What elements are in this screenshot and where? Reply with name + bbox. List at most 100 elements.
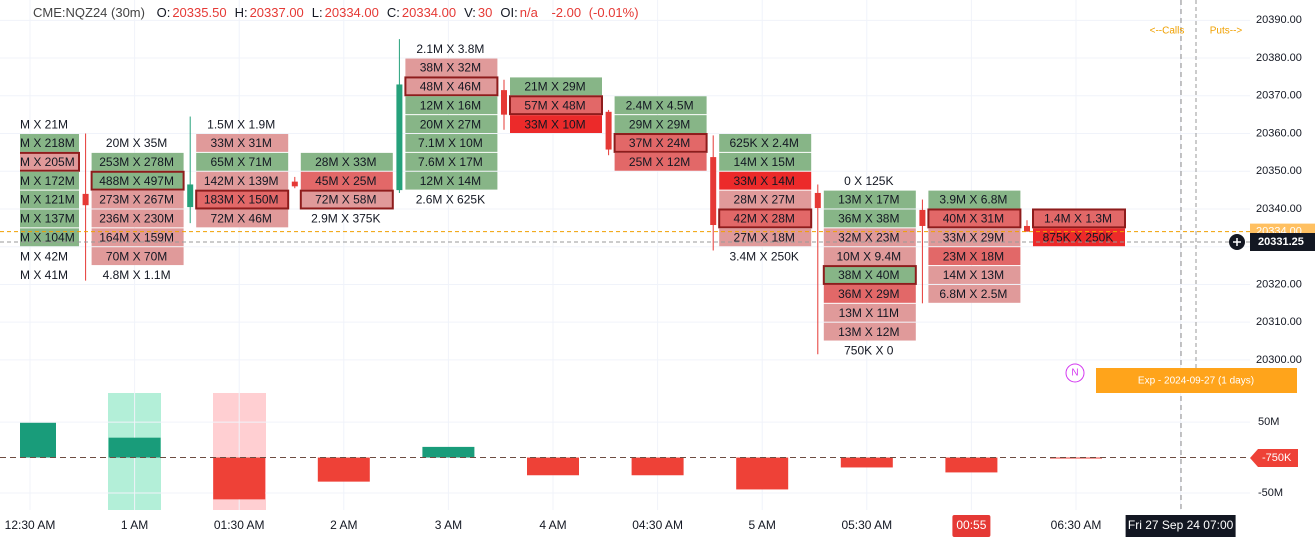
header: CME:NQZ24 (30m) O: 20335.50 H: 20337.00 L: 20… <box>33 5 647 20</box>
cell-label: 37M X 24M <box>629 136 690 150</box>
cell-label: 2.9M X 375K <box>311 212 380 226</box>
cell-bar <box>510 115 602 134</box>
cell-bar <box>614 96 707 115</box>
cell-bar <box>719 134 812 152</box>
cell-label: 38M X 40M <box>838 268 899 282</box>
cell-label: M X 137M <box>20 212 75 226</box>
x-tick-label: 2 AM <box>330 518 357 532</box>
cell-bar <box>20 151 80 172</box>
cell-label: 45M X 25M <box>315 174 376 188</box>
cell-label: M X 21M <box>20 117 68 131</box>
cell-label: 1.5M X 1.9M <box>207 117 275 131</box>
field-value: 30 <box>477 5 493 20</box>
symbol: CME:NQZ24 (30m) <box>33 5 145 20</box>
field-key: O: <box>156 5 171 20</box>
field-value: n/a <box>519 5 538 20</box>
cell-bar <box>20 134 79 152</box>
x-tick-label: 5 AM <box>749 518 776 532</box>
y-tick-label: 20370.00 <box>1256 90 1302 102</box>
time-cursor-box <box>1125 515 1236 537</box>
cell-label: 42M X 28M <box>734 212 795 226</box>
x-tick-label: 04:30 AM <box>632 518 683 532</box>
cell-bar <box>927 208 1022 229</box>
change-pct: (-0.01%) <box>588 5 639 20</box>
cell-bar <box>405 152 498 171</box>
cell-label: 2.4M X 4.5M <box>626 98 694 112</box>
cell-bar <box>299 189 394 210</box>
cell-label: 28M X 27M <box>734 193 795 207</box>
cell-label: M X 121M <box>20 193 75 207</box>
cell-label: 12M X 16M <box>420 98 481 112</box>
candle-body <box>291 181 298 187</box>
cell-label: 36M X 38M <box>838 212 899 226</box>
cell-label: 70M X 70M <box>106 249 167 263</box>
delta-bar <box>840 457 893 468</box>
y-tick-label: 20300.00 <box>1256 354 1302 366</box>
cell-bar <box>404 76 499 97</box>
cell-bar <box>91 152 184 171</box>
cell-label: 875K X 250K <box>1043 230 1114 244</box>
cell-label: 13M X 12M <box>838 325 899 339</box>
plus-icon <box>1233 237 1241 246</box>
cell-label: 3.9M X 6.8M <box>939 193 1007 207</box>
cell-label: 3.4M X 250K <box>730 249 799 263</box>
cell-bar <box>20 171 79 190</box>
cell-label: 2.6M X 625K <box>416 193 485 207</box>
cell-bar <box>91 247 184 266</box>
cell-label: 33M X 31M <box>211 136 272 150</box>
cell-bar <box>1032 208 1126 229</box>
cell-label: 36M X 29M <box>838 287 899 301</box>
cell-label: 750K X 0 <box>844 344 894 358</box>
cell-label: 29M X 29M <box>629 117 690 131</box>
cell-bar <box>718 208 813 229</box>
candle-body <box>187 184 194 208</box>
cell-bar <box>405 115 498 134</box>
cell-bar <box>196 134 289 152</box>
cell-label: 20M X 35M <box>106 136 167 150</box>
field-key: L: <box>311 5 323 20</box>
marker-circle[interactable] <box>1065 363 1085 383</box>
last-price-label: 20331.25 <box>1258 236 1304 248</box>
cell-label: M X 205M <box>20 155 75 169</box>
x-tick-label: 00:55 <box>956 518 986 532</box>
candle-body <box>710 157 717 226</box>
cell-label: 33M X 14M <box>734 174 795 188</box>
candle-body <box>396 84 403 191</box>
candle-body <box>1024 225 1030 232</box>
cell-label: 28M X 33M <box>315 155 376 169</box>
cell-label: 10M X 9.4M <box>836 249 901 263</box>
candle-body <box>501 90 507 115</box>
x-tick-label: 1 AM <box>121 518 148 532</box>
cell-bar <box>509 95 603 116</box>
cell-label: 23M X 18M <box>943 249 1004 263</box>
x-tick-label: 12:30 AM <box>5 518 56 532</box>
x-tick-label: 4 AM <box>539 518 566 532</box>
cell-bar <box>196 171 289 190</box>
cell-bar <box>928 284 1021 303</box>
cell-label: 25M X 12M <box>629 155 690 169</box>
candle-body <box>919 209 926 226</box>
field-key: H: <box>234 5 248 20</box>
cell-label: 142M X 139M <box>204 174 279 188</box>
x-tick-label: 3 AM <box>435 518 462 532</box>
y-tick-label: 20390.00 <box>1256 14 1302 26</box>
delta-bar <box>108 437 161 458</box>
cell-label: M X 104M <box>20 230 75 244</box>
cell-label: 273M X 267M <box>99 193 174 207</box>
cell-bar <box>196 152 289 171</box>
cell-label: M X 41M <box>20 268 68 282</box>
field-key: V: <box>464 5 476 20</box>
cell-label: 40M X 31M <box>943 212 1004 226</box>
cell-label: 21M X 29M <box>524 80 585 94</box>
cell-bar <box>719 152 812 171</box>
cell-bar <box>823 303 916 322</box>
cell-bar <box>91 190 184 209</box>
delta-bar <box>527 457 579 476</box>
cell-bar <box>20 190 79 209</box>
cell-label: 1.4M X 1.3M <box>1044 212 1112 226</box>
candle-body <box>82 193 89 206</box>
marker-label[interactable]: N <box>1071 368 1078 379</box>
x-tick-label: 06:30 AM <box>1051 518 1102 532</box>
cell-bar <box>300 152 393 171</box>
